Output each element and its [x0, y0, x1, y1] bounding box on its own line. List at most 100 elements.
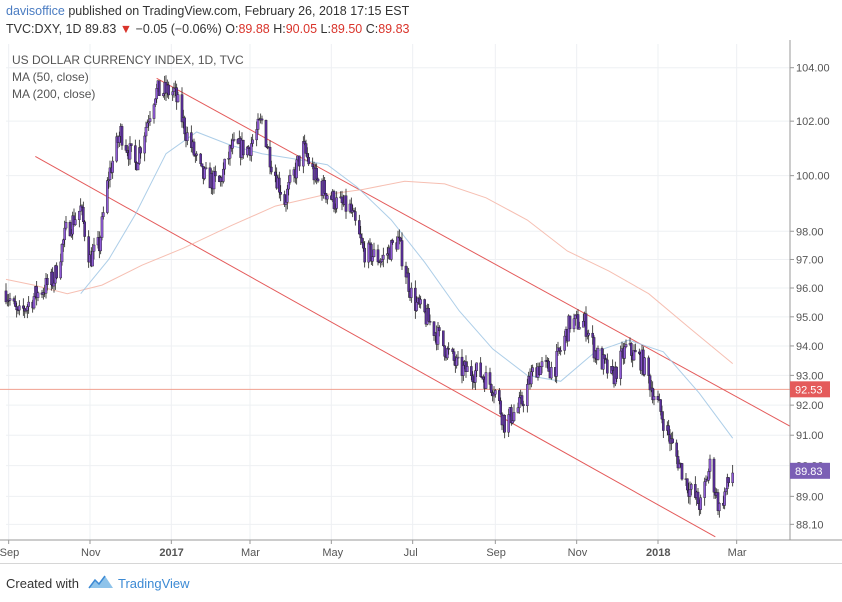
- candle-body: [183, 117, 186, 135]
- candle-body: [591, 332, 594, 338]
- candle-body: [128, 143, 132, 160]
- tradingview-brand-link[interactable]: TradingView: [118, 576, 190, 591]
- candle-body: [260, 118, 264, 121]
- candle-body: [699, 497, 702, 510]
- ma50-line: [80, 131, 734, 439]
- candle-body: [372, 249, 376, 257]
- candle-body: [630, 343, 633, 356]
- candle-body: [36, 292, 40, 298]
- candle-body: [482, 376, 485, 380]
- candle-body: [568, 315, 572, 330]
- candle-body: [80, 205, 84, 208]
- candle-body: [22, 305, 25, 309]
- candle-body: [492, 393, 496, 397]
- candle-body: [14, 300, 17, 307]
- candle-body: [584, 313, 588, 337]
- candle-body: [26, 306, 29, 311]
- candle-body: [659, 399, 662, 412]
- legend-ma50: MA (50, close): [12, 70, 89, 84]
- candle-body: [578, 327, 581, 330]
- candle-body: [332, 191, 336, 209]
- y-tick-label: 92.00: [796, 400, 824, 412]
- candle-body: [550, 367, 553, 379]
- candle-body: [380, 259, 384, 262]
- candle-body: [462, 365, 465, 376]
- x-tick-label: Mar: [241, 547, 260, 559]
- candle-body: [362, 242, 365, 249]
- chart-grid: [6, 44, 790, 540]
- candle-body: [707, 471, 710, 481]
- candle-body: [371, 256, 374, 262]
- candle-body: [115, 136, 118, 162]
- candle-body: [60, 244, 64, 263]
- candle-body: [306, 153, 309, 158]
- candle-body: [298, 155, 301, 167]
- high-label: H:: [273, 22, 286, 36]
- x-tick-label: 2017: [159, 547, 183, 559]
- symbol-label: TVC:DXY, 1D: [6, 22, 82, 36]
- last-price: 89.83: [84, 22, 117, 36]
- candle-body: [479, 362, 482, 377]
- candle-body: [363, 247, 366, 263]
- candle-body: [148, 118, 152, 122]
- candle-body: [311, 163, 314, 167]
- candle-body: [539, 366, 542, 375]
- candle-body: [204, 167, 208, 169]
- candle-body: [624, 344, 628, 348]
- candle-body: [326, 195, 329, 200]
- candle-body: [27, 301, 30, 307]
- candle-body: [32, 296, 36, 309]
- candle-body: [176, 94, 180, 103]
- candle-body: [368, 242, 372, 245]
- candle-body: [354, 211, 357, 221]
- candle-body: [596, 348, 600, 360]
- candle-body: [152, 104, 156, 119]
- candle-body: [507, 414, 510, 433]
- candle-body: [563, 335, 566, 351]
- candle-body: [623, 346, 626, 359]
- candle-body: [452, 351, 456, 361]
- candle-body: [712, 458, 716, 493]
- price-label-bg: [790, 381, 830, 398]
- candle-body: [111, 160, 114, 173]
- candle-body: [474, 370, 477, 383]
- price-change: −0.05 (−0.06%): [135, 22, 222, 36]
- chart-header: davisoffice published on TradingView.com…: [0, 0, 842, 40]
- candle-body: [68, 222, 72, 237]
- candle-body: [446, 348, 449, 359]
- candle-body: [340, 196, 344, 204]
- candle-body: [304, 143, 308, 154]
- candle-body: [512, 412, 516, 421]
- candle-body: [199, 153, 202, 164]
- high-value: 90.05: [285, 22, 318, 36]
- candle-body: [652, 396, 656, 401]
- candle-body: [162, 93, 165, 96]
- price-chart[interactable]: 88.1089.0090.0091.0092.0093.0094.0095.00…: [0, 40, 842, 563]
- candle-body: [572, 318, 576, 330]
- candle-body: [662, 418, 665, 431]
- candle-body: [680, 463, 684, 480]
- y-tick-label: 96.00: [796, 283, 824, 295]
- candle-body: [303, 141, 306, 144]
- candle-body: [484, 372, 488, 389]
- candle-body: [83, 221, 86, 237]
- y-tick-label: 100.00: [796, 171, 830, 183]
- candle-body: [667, 425, 670, 435]
- candle-body: [396, 236, 400, 250]
- candle-body: [647, 357, 650, 376]
- candle-body: [648, 375, 652, 391]
- candle-body: [475, 362, 478, 371]
- candle-body: [288, 174, 292, 183]
- candle-body: [376, 249, 380, 263]
- x-tick-label: Jul: [404, 547, 418, 559]
- candle-body: [540, 361, 544, 367]
- author-link[interactable]: davisoffice: [6, 4, 65, 18]
- candle-body: [522, 403, 525, 407]
- candle-body: [358, 220, 361, 235]
- candle-body: [547, 360, 550, 372]
- candle-body: [708, 458, 712, 472]
- tradingview-logo-icon[interactable]: [88, 574, 114, 590]
- close-value: 89.83: [378, 22, 410, 36]
- candle-body: [195, 153, 198, 156]
- candle-body: [688, 489, 692, 497]
